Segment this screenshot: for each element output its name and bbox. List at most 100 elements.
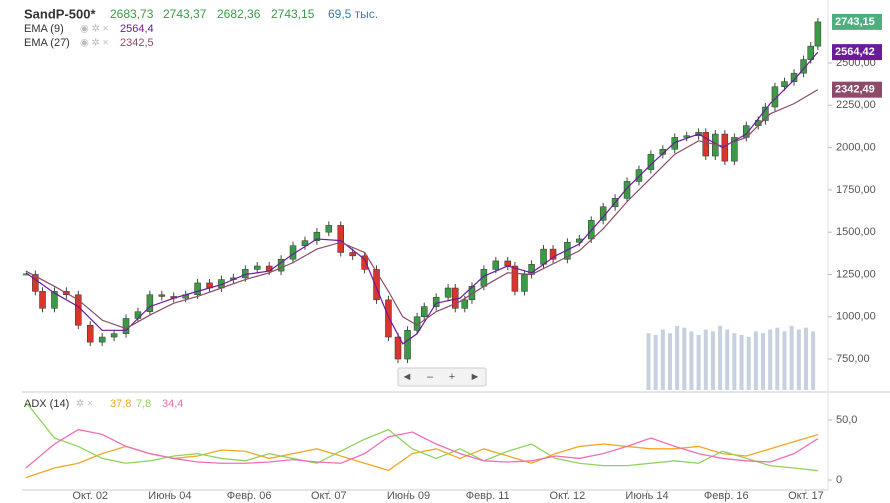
candle [325,225,333,233]
price-tag-box [832,44,882,61]
x-tick-label: Июнь 04 [148,490,191,502]
x-tick-label: Окт. 02 [72,490,108,502]
volume-bar [710,331,715,390]
candle [468,286,476,301]
legend-name: EMA (27) [24,37,70,49]
volume-bar [803,327,808,390]
candle [385,299,392,338]
legend-value: 37,8 [110,398,131,410]
candle [671,137,678,150]
volume-bar [718,325,723,390]
candle [158,294,166,297]
close: 2743,15 [271,7,315,21]
volume-bar [732,333,737,390]
nav-left[interactable]: ◄ [402,371,413,383]
candle [86,324,94,343]
candle [659,149,667,155]
y-tick-label: 1000,00 [836,311,876,323]
candle [253,265,261,270]
candle [394,336,402,360]
high: 2743,37 [163,7,207,21]
candle [511,265,519,292]
candle [444,287,452,298]
volume: 69,5 тыс. [328,7,378,21]
volume-bar [689,331,694,390]
y-tick-label: 750,00 [836,353,870,365]
zoom-in[interactable]: + [449,371,455,383]
volume-bar [653,335,658,390]
volume-bar [675,325,680,390]
volume-bar [768,329,773,390]
x-tick-label: Июнь 14 [625,490,668,502]
x-tick-label: Окт. 07 [311,490,347,502]
volume-bar [667,333,672,390]
candle [432,297,440,307]
candle [313,231,321,241]
y-tick-label: 2250,00 [836,99,876,111]
candle [800,59,807,74]
nav-right[interactable]: ► [470,371,481,383]
candle [22,273,29,276]
price-tag-box [832,13,882,30]
nav-bar [397,367,487,387]
candle [146,294,154,312]
volume-bar [782,331,787,390]
x-tick-label: Февр. 06 [227,490,272,502]
volume-bar [789,325,794,390]
volume-bar [739,335,744,390]
candle [134,311,142,319]
legend-icons: ◉ ✲ × [80,24,109,35]
volume-bar [746,336,751,390]
y-tick-label: 2500,00 [836,57,876,69]
candle [122,318,130,334]
candle [623,181,631,199]
price-tag: 2743,15 [835,16,875,28]
candle [635,169,643,182]
volume-bar [682,327,687,390]
x-tick-label: Июнь 09 [387,490,430,502]
candle [301,240,309,246]
candle [540,248,547,265]
y-tick-label: 2000,00 [836,142,876,154]
volume-bar [796,329,801,390]
price-tag-box [832,81,882,98]
candle [361,255,368,270]
y-tick-label: 0 [836,474,842,486]
candle [420,306,428,318]
candle [790,72,798,82]
candle [781,81,788,87]
candle [504,260,511,267]
volume-bar [696,335,701,390]
volume-bar [703,329,708,390]
candle [194,282,201,296]
candle [51,291,58,309]
candle [404,330,411,360]
y-tick-label: 1750,00 [836,184,876,196]
candle [349,252,356,257]
nav-buttons: ◄ – + ► [397,367,487,387]
candle [98,336,106,343]
volume-bar [646,333,651,390]
adx-line [25,401,818,472]
volume-bar [775,327,780,390]
symbol: SandP-500* [24,6,96,21]
legend-value: 2342,5 [120,37,154,49]
legend-value: 34,4 [162,398,183,410]
legend-icons: ◉ ✲ × [80,38,109,49]
candle [731,137,738,162]
volume-bar [811,331,816,390]
volume-bar [660,329,665,390]
x-tick-label: Окт. 12 [550,490,586,502]
candle [110,333,118,338]
volume-bar [753,331,758,390]
candle [702,132,710,157]
price-tag: 2564,42 [835,46,875,58]
x-tick-label: Окт. 17 [788,490,824,502]
legend-value: 2564,4 [120,23,154,35]
legend-value: 7,8 [136,398,151,410]
ema-line [25,89,819,330]
zoom-out[interactable]: – [427,371,434,383]
x-tick-label: Февр. 11 [466,490,510,502]
